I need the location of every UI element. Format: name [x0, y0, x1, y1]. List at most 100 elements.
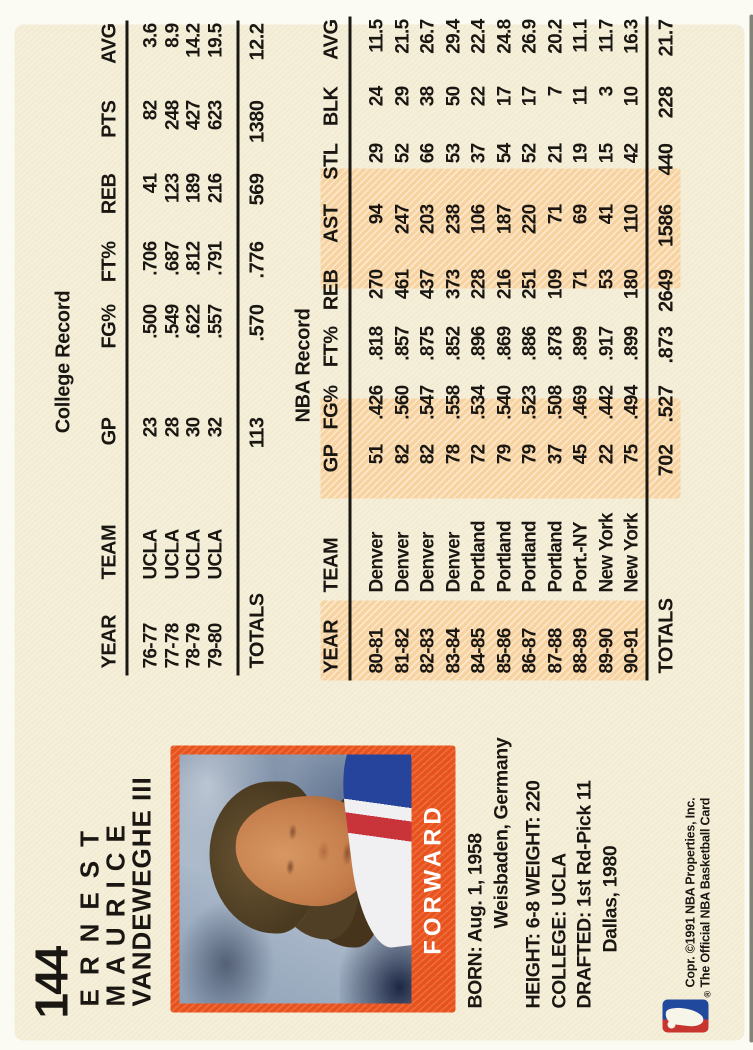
player-name-line-2: MAURICE [100, 814, 130, 1006]
column-header: YEAR [320, 595, 350, 680]
totals-cell: .873 [646, 323, 678, 382]
stat-cell: 21.5 [391, 19, 413, 54]
stat-cell: 16.3 [621, 19, 642, 54]
stat-cell: .560 [391, 385, 413, 420]
stat-cell: New York [595, 512, 617, 592]
stat-row: 86-87 Portland 79 .523 .886 251 220 52 17 26.9 [517, 16, 543, 680]
stat-cell: 87-88 [544, 627, 566, 673]
nba-record-table: YEAR TEAM GP FG% FT% REB AST STL BLK AVG 80-81 Denv… [320, 16, 678, 680]
stat-cell: 82 [140, 100, 161, 120]
stat-cell: 84-85 [468, 627, 489, 673]
player-name-line-1: ERNEST [74, 816, 104, 1006]
scan-edge-shadow [749, 14, 753, 1042]
stat-cell: 7 [544, 86, 566, 96]
stat-cell: 248 [161, 100, 183, 130]
stat-cell: 238 [442, 204, 464, 234]
stat-cell: 19.5 [204, 23, 226, 58]
copyright-line-2: The Official NBA Basketball Card [698, 797, 712, 987]
stat-row: 88-89 Port.-NY 45 .469 .899 71 69 19 11 11.1 [568, 16, 594, 680]
column-header: FG% [320, 382, 350, 441]
stat-cell: 11.5 [366, 19, 387, 53]
totals-row: TOTALS 702.527.873 2649 1586 440 228 21.7 [646, 16, 678, 680]
stat-cell: 437 [417, 269, 438, 299]
column-header: GP [320, 441, 350, 488]
stat-cell: 180 [621, 269, 642, 299]
stat-cell: 17 [519, 86, 540, 106]
stat-cell: .791 [204, 241, 226, 276]
stat-cell: 187 [493, 204, 515, 234]
stat-cell: 52 [519, 143, 540, 163]
stat-cell: 189 [183, 173, 204, 203]
column-header: GP [98, 414, 127, 475]
stat-row: 76-77 UCLA 23 .500 .706 41 82 3.6 [127, 20, 162, 675]
stat-cell: 24.8 [493, 19, 515, 54]
totals-cell: .570 [237, 301, 269, 414]
stat-cell: 228 [468, 269, 489, 299]
stat-cell: .426 [366, 385, 387, 420]
stat-cell: .500 [140, 304, 161, 339]
stat-cell: .875 [417, 326, 438, 361]
stat-cell: 81-82 [391, 627, 413, 673]
stat-cell: 41 [140, 173, 161, 193]
copyright-line-1: Copr. ©1991 NBA Properties, Inc. [683, 797, 697, 987]
totals-cell: 1586 [646, 201, 678, 266]
stat-cell: 26.7 [417, 19, 438, 54]
stat-cell: 270 [366, 269, 387, 299]
stat-cell: .869 [493, 326, 515, 361]
stat-row: 83-84 Denver 78 .558 .852 373 238 53 50 29.4 [441, 16, 467, 680]
stat-cell: 220 [519, 204, 540, 234]
stat-cell: 23 [140, 417, 161, 437]
stat-cell: .549 [161, 304, 183, 339]
stat-cell: 623 [204, 100, 226, 130]
totals-cell: 12.2 [237, 20, 269, 97]
totals-cell: 2649 [646, 266, 678, 323]
stat-cell: 251 [519, 269, 540, 299]
stat-cell: 82-83 [417, 627, 438, 673]
stat-cell: 373 [442, 269, 464, 299]
stat-cell: 106 [468, 204, 489, 234]
stat-cell: 15 [595, 143, 617, 163]
stat-cell: .852 [442, 326, 464, 361]
bio-line: BORN: Aug. 1, 1958 [464, 832, 486, 1008]
totals-cell: 21.7 [646, 16, 678, 83]
stat-cell: 3.6 [140, 23, 161, 48]
stat-row: 78-79 UCLA 30 .622 .812 189 427 14.2 [183, 20, 205, 675]
stat-cell: 32 [204, 417, 226, 437]
stat-cell: 216 [493, 269, 515, 299]
stat-cell: .812 [183, 241, 204, 276]
stat-cell: .442 [595, 385, 617, 420]
stat-cell: .899 [570, 326, 591, 361]
stat-cell: .917 [595, 326, 617, 361]
stat-cell: 41 [595, 204, 617, 224]
stat-cell: .886 [519, 326, 540, 361]
stat-cell: 247 [391, 204, 413, 234]
stat-cell: .896 [468, 326, 489, 361]
stat-row: 81-82 Denver 82 .560 .857 461 247 52 29 21.5 [390, 16, 416, 680]
stat-cell: 80-81 [366, 627, 387, 673]
stat-cell: .687 [161, 241, 183, 276]
stat-cell: .899 [621, 326, 642, 361]
stat-cell: .557 [204, 304, 226, 339]
stat-cell: .523 [519, 385, 540, 420]
stat-cell: 14.2 [183, 23, 204, 58]
column-header: FT% [98, 238, 127, 301]
stat-cell: .818 [366, 326, 387, 361]
stat-cell: 50 [442, 86, 464, 106]
column-header: AST [320, 201, 350, 266]
column-header: STL [320, 140, 350, 201]
totals-cell: 440 [646, 140, 678, 201]
stat-cell: 89-90 [595, 627, 617, 673]
stat-cell: 45 [570, 444, 591, 464]
stat-cell: 461 [391, 269, 413, 299]
stat-cell: UCLA [161, 529, 183, 579]
stat-cell: 24 [366, 86, 387, 106]
totals-cell: 569 [237, 170, 269, 238]
player-photo [179, 754, 411, 1003]
stat-cell: 109 [544, 269, 566, 299]
trading-card-back: 144 ERNEST MAURICE VANDEWEGHE III FORWAR… [14, 16, 744, 1040]
stat-row: 87-88 Portland 37 .508 .878 109 71 21 7 20.2 [543, 16, 569, 680]
stat-cell: UCLA [183, 529, 204, 579]
stat-row: 77-78 UCLA 28 .549 .687 123 248 8.9 [162, 20, 184, 675]
stat-cell: .540 [493, 385, 515, 420]
